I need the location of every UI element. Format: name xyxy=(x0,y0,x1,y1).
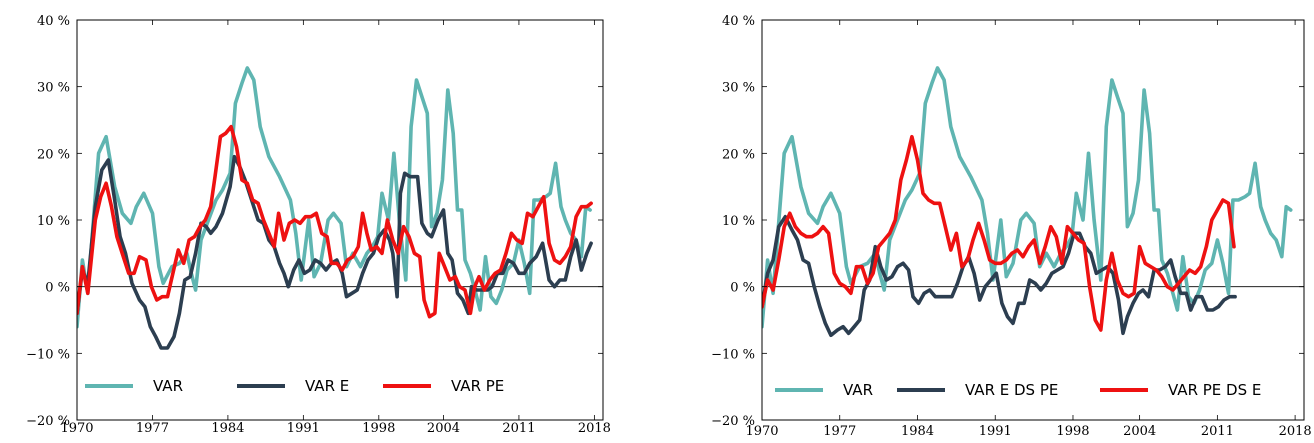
y-tick-label: 0 % xyxy=(45,281,70,296)
series-line-3 xyxy=(762,134,1236,332)
x-tick-label: 1998 xyxy=(1056,424,1089,439)
y-tick-label: 30 % xyxy=(37,81,70,96)
x-tick-label: 1984 xyxy=(211,421,244,436)
legend-label: VAR E xyxy=(305,377,349,395)
y-tick-label: −10 % xyxy=(26,347,70,362)
legend-label: VAR PE DS E xyxy=(1168,381,1261,399)
x-tick-label: 1977 xyxy=(136,421,169,436)
x-tick-label: 2011 xyxy=(502,421,535,436)
y-tick-label: 40 % xyxy=(722,14,755,29)
x-tick-label: 2011 xyxy=(1201,424,1234,439)
x-tick-label: 1977 xyxy=(823,424,856,439)
y-tick-label: 0 % xyxy=(730,281,755,296)
x-tick-label: 2004 xyxy=(427,421,460,436)
series-line-1 xyxy=(77,66,592,329)
legend-label: VAR xyxy=(843,381,873,399)
x-tick-label: 1970 xyxy=(60,421,93,436)
legend-label: VAR E DS PE xyxy=(965,381,1058,399)
chart-right: −20 % −10 % 0 % 10 % 20 % 30 % 40 % 1970 1977 198… xyxy=(711,14,1312,439)
legend-label: VAR PE xyxy=(451,377,504,395)
y-tick-label: −10 % xyxy=(711,347,755,362)
legend: VAR VAR E VAR PE xyxy=(85,377,504,395)
x-tick-label: 1998 xyxy=(362,421,395,436)
y-tick-label: 10 % xyxy=(37,214,70,229)
x-tick-label: 2018 xyxy=(578,421,611,436)
y-tick-label: 30 % xyxy=(722,81,755,96)
y-tick-label: −20 % xyxy=(26,414,70,429)
y-tick-label: 10 % xyxy=(722,214,755,229)
x-tick-label: 1970 xyxy=(745,424,778,439)
y-tick-label: 20 % xyxy=(37,147,70,162)
y-tick-label: 40 % xyxy=(37,14,70,29)
y-tick-label: −20 % xyxy=(711,414,755,429)
legend: VAR VAR E DS PE VAR PE DS E xyxy=(775,381,1261,399)
chart-left: −20 % −10 % 0 % 10 % 20 % 30 % 40 % 1970 1977 198… xyxy=(26,14,611,436)
series-line-3 xyxy=(77,124,593,319)
series-line-2 xyxy=(77,154,593,350)
legend-label: VAR xyxy=(153,377,183,395)
x-tick-label: 1991 xyxy=(287,421,320,436)
x-tick-label: 1984 xyxy=(901,424,934,439)
x-tick-label: 2004 xyxy=(1123,424,1156,439)
x-tick-label: 1991 xyxy=(979,424,1012,439)
x-tick-label: 2018 xyxy=(1279,424,1312,439)
y-tick-label: 20 % xyxy=(722,147,755,162)
